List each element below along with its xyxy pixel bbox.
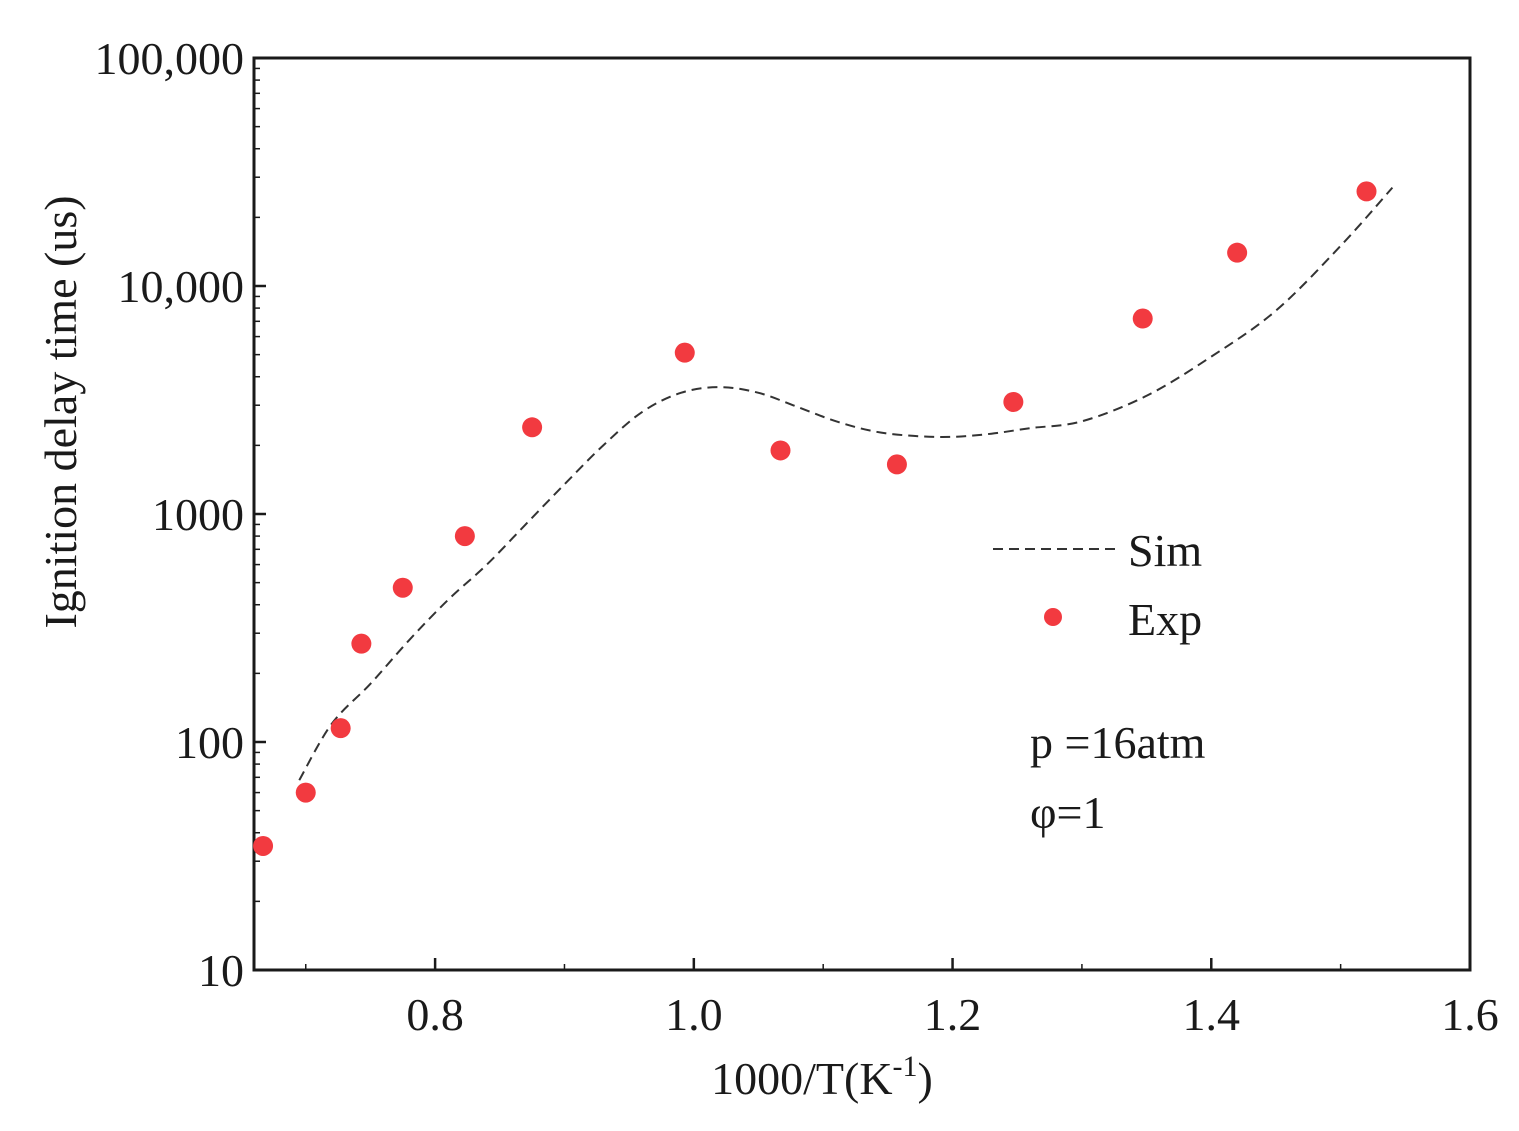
exp-point — [1356, 181, 1377, 202]
exp-point — [295, 782, 316, 803]
legend-exp-marker — [1044, 608, 1062, 626]
equivalence-ratio-annotation: φ=1 — [1030, 787, 1106, 838]
x-axis-title-tail: ) — [918, 1053, 933, 1104]
sim-series — [298, 186, 1394, 781]
legend: Sim Exp — [993, 525, 1202, 645]
exp-series — [253, 181, 1377, 856]
exp-point — [1132, 308, 1153, 329]
exp-point — [886, 454, 907, 475]
y-tick-label: 100,000 — [95, 33, 245, 84]
x-tick-label: 1.0 — [665, 989, 723, 1040]
y-tick-label: 10,000 — [118, 261, 245, 312]
exp-point — [454, 526, 475, 547]
y-tick-label: 100 — [175, 717, 244, 768]
sim-line — [298, 186, 1394, 781]
x-tick-label: 0.8 — [406, 989, 464, 1040]
x-axis-ticks: 0.8 1.0 1.2 1.4 1.6 — [304, 958, 1499, 1040]
x-tick-label: 1.6 — [1441, 989, 1499, 1040]
plot-frame — [252, 56, 1472, 972]
legend-exp-label: Exp — [1128, 594, 1202, 645]
y-tick-label: 10 — [198, 945, 244, 996]
exp-point — [522, 417, 543, 438]
exp-point — [770, 440, 791, 461]
exp-point — [1003, 391, 1024, 412]
exp-point — [351, 633, 372, 654]
y-axis-ticks: 10 100 1000 10,000 100,000 — [95, 33, 266, 996]
x-axis-title-sup: -1 — [893, 1050, 918, 1083]
x-axis-title-main: 1000/T(K — [711, 1053, 892, 1104]
pressure-annotation: p =16atm — [1030, 717, 1206, 768]
x-tick-label: 1.4 — [1183, 989, 1241, 1040]
exp-point — [330, 718, 351, 739]
exp-point — [1227, 242, 1248, 263]
y-tick-label: 1000 — [152, 489, 244, 540]
x-axis-title: 1000/T(K-1) — [711, 1050, 933, 1104]
legend-sim-label: Sim — [1128, 525, 1202, 576]
y-axis-title: Ignition delay time (us) — [35, 195, 86, 628]
x-tick-label: 1.2 — [924, 989, 982, 1040]
exp-point — [253, 835, 274, 856]
exp-point — [674, 342, 695, 363]
exp-point — [392, 577, 413, 598]
